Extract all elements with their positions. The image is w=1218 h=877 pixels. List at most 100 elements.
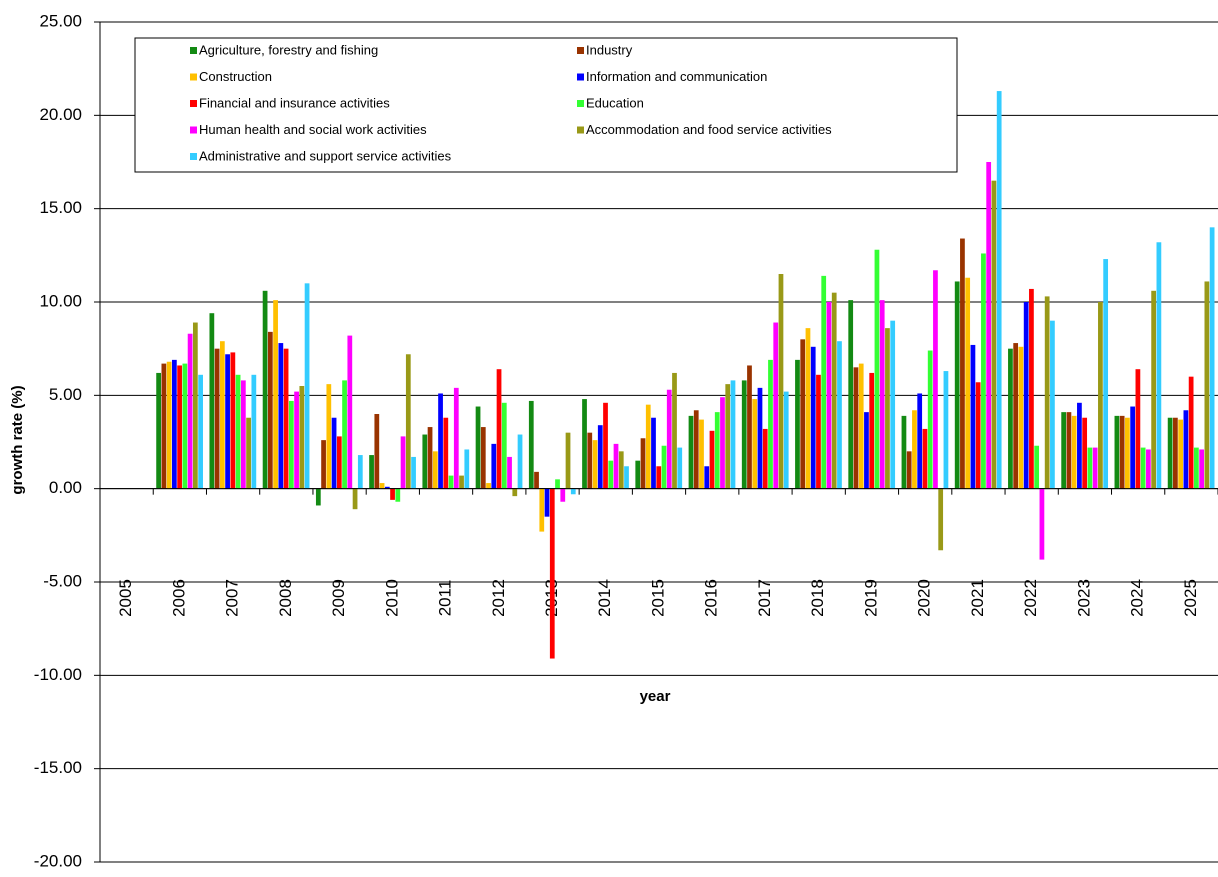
bar xyxy=(826,302,832,489)
bar xyxy=(1061,412,1067,489)
bar xyxy=(336,436,342,489)
bar xyxy=(192,322,198,489)
bar xyxy=(635,460,641,489)
x-tick-label: 2012 xyxy=(489,579,508,617)
legend-label: Education xyxy=(586,95,644,110)
bar xyxy=(651,417,656,489)
bar xyxy=(161,363,167,489)
y-tick-label: -20.00 xyxy=(34,851,82,870)
x-tick-label: 2020 xyxy=(915,579,934,617)
x-tick-label: 2008 xyxy=(276,579,295,617)
bar xyxy=(783,391,789,489)
bar xyxy=(869,372,875,489)
bar xyxy=(597,425,603,489)
bar xyxy=(885,328,890,489)
bar xyxy=(501,402,507,489)
bar xyxy=(448,475,454,489)
bar xyxy=(1183,410,1189,489)
bar xyxy=(570,488,576,495)
bar xyxy=(582,399,587,489)
bar xyxy=(795,359,800,489)
bar xyxy=(778,274,784,489)
bar xyxy=(491,443,497,489)
bar xyxy=(981,253,986,489)
legend-swatch xyxy=(190,153,197,160)
bar xyxy=(645,404,651,489)
bar xyxy=(805,328,811,489)
bar xyxy=(773,322,779,489)
bar xyxy=(1008,348,1013,489)
bar xyxy=(539,488,545,532)
bar xyxy=(475,406,481,489)
bar xyxy=(757,387,763,489)
bar xyxy=(379,483,385,489)
legend-swatch xyxy=(577,73,584,81)
y-tick-label: -10.00 xyxy=(34,665,82,684)
bar xyxy=(486,483,491,489)
bar xyxy=(661,445,667,489)
bar xyxy=(267,331,273,489)
bar xyxy=(528,400,534,489)
bar xyxy=(422,434,428,489)
bar xyxy=(858,363,864,489)
bar xyxy=(1050,320,1055,489)
bar xyxy=(225,354,230,489)
x-tick-label: 2019 xyxy=(861,579,880,617)
bar xyxy=(1209,227,1215,489)
bar xyxy=(544,488,550,517)
bar xyxy=(699,419,704,489)
bar xyxy=(1103,259,1109,489)
bar xyxy=(1130,406,1136,489)
bar xyxy=(1140,447,1146,489)
bar xyxy=(315,488,321,506)
bar xyxy=(768,359,773,489)
legend-swatch xyxy=(577,126,584,134)
bar xyxy=(991,180,997,489)
bar xyxy=(1146,449,1151,489)
bar xyxy=(709,430,715,489)
bar xyxy=(613,443,619,489)
bar xyxy=(177,365,182,489)
bar xyxy=(565,432,571,489)
x-tick-label: 2005 xyxy=(116,579,135,617)
bar xyxy=(251,374,257,489)
bar xyxy=(1023,302,1029,489)
x-tick-label: 2025 xyxy=(1181,579,1200,617)
bar xyxy=(874,249,880,489)
bar xyxy=(1087,447,1093,489)
bar xyxy=(970,344,976,489)
x-tick-label: 2023 xyxy=(1074,579,1093,617)
bar xyxy=(1018,346,1024,489)
bar xyxy=(1156,242,1162,489)
y-tick-label: 0.00 xyxy=(49,478,82,497)
bar xyxy=(369,455,374,489)
bar xyxy=(182,363,188,489)
bar xyxy=(294,391,299,489)
bar xyxy=(890,320,896,489)
bar xyxy=(342,380,347,489)
x-tick-label: 2022 xyxy=(1021,579,1040,617)
bar xyxy=(848,300,854,489)
bar xyxy=(1125,417,1130,489)
bar xyxy=(240,380,246,489)
bar xyxy=(400,436,406,489)
bar xyxy=(507,456,512,489)
bar xyxy=(534,471,539,489)
x-tick-label: 2021 xyxy=(968,579,987,617)
y-axis-title: growth rate (%) xyxy=(9,385,26,494)
bar xyxy=(720,397,725,489)
bar xyxy=(156,372,161,489)
bar xyxy=(299,386,305,489)
bar xyxy=(816,374,821,489)
bar xyxy=(357,455,363,489)
bar xyxy=(741,380,747,489)
bar xyxy=(960,238,965,489)
bar xyxy=(246,417,251,489)
bar xyxy=(1167,417,1173,489)
x-tick-label: 2016 xyxy=(702,579,721,617)
legend-swatch xyxy=(190,73,197,81)
bar xyxy=(464,449,470,489)
bar xyxy=(1178,419,1184,489)
bar xyxy=(927,350,933,489)
